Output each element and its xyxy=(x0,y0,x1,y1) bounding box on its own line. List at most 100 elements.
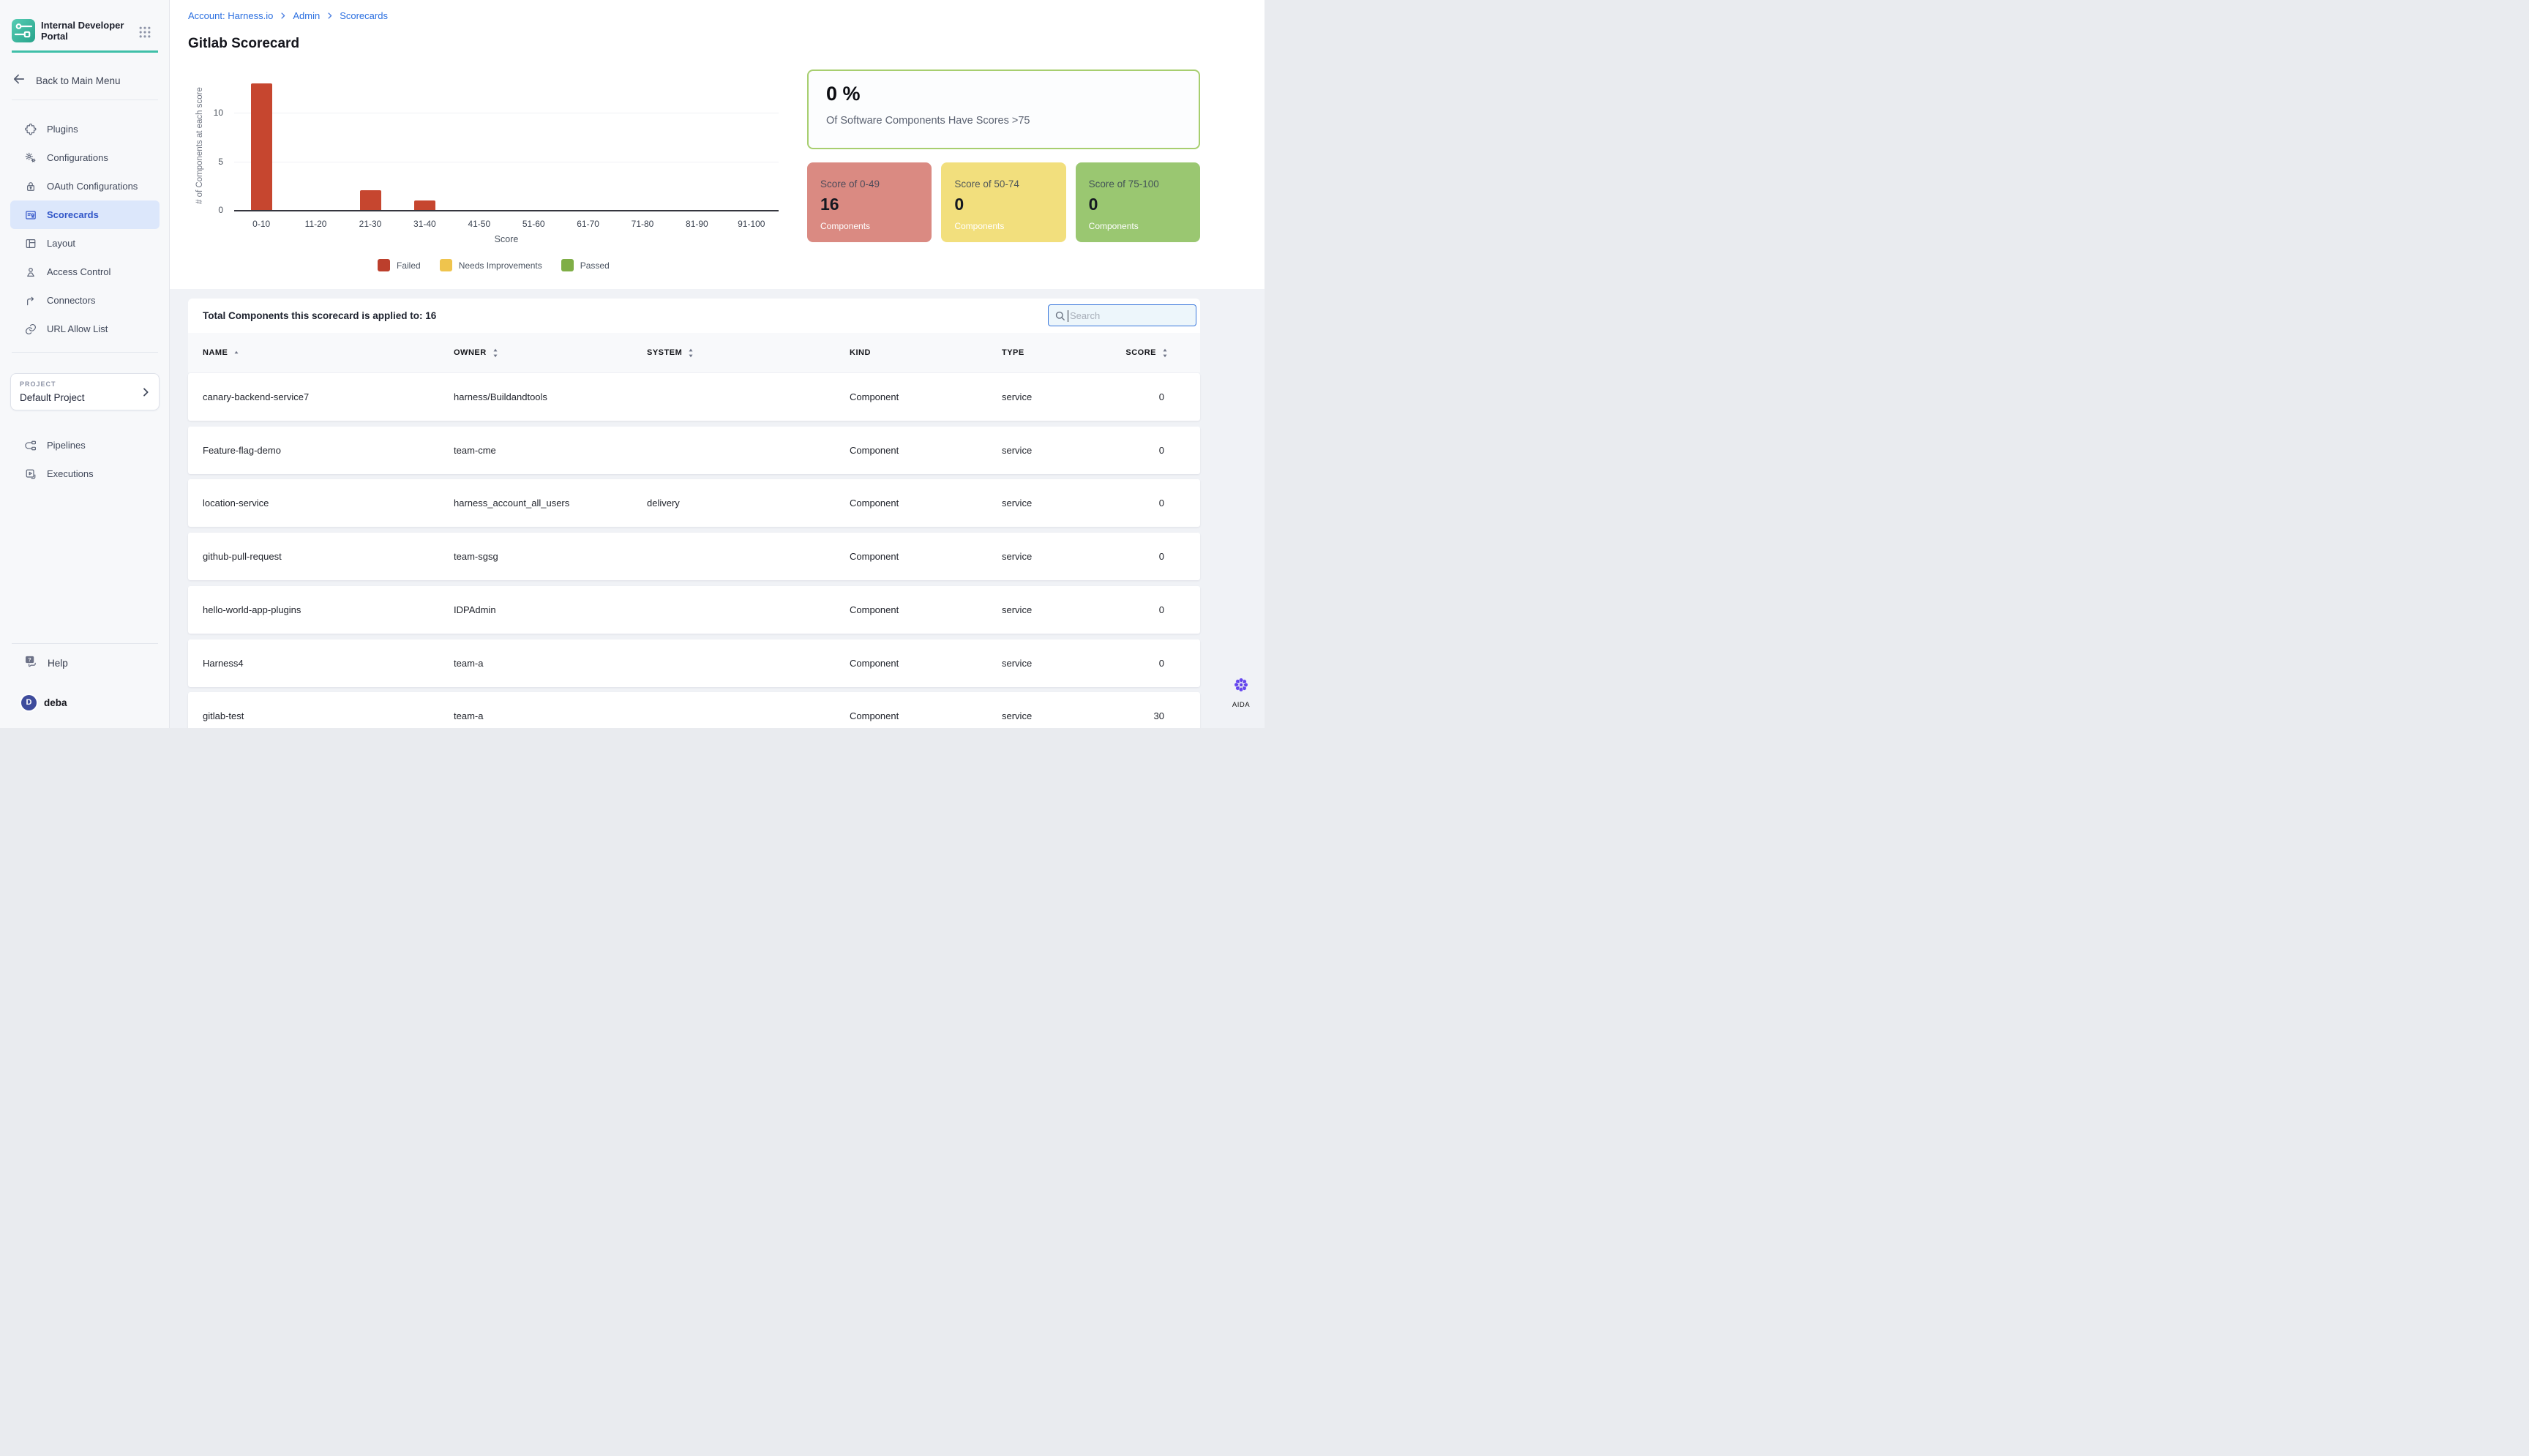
sidebar: Internal Developer Portal Back to Main M… xyxy=(0,0,170,728)
cell-kind: Component xyxy=(850,604,899,615)
table-row-Harness4[interactable]: Harness4 team-a Component service 0 xyxy=(188,639,1200,687)
column-label: NAME xyxy=(203,348,228,357)
brand-title: Internal Developer Portal xyxy=(41,20,124,42)
column-header-type[interactable]: TYPE xyxy=(1002,333,1024,372)
score-range-card: Score of 75-100 0 Components xyxy=(1075,162,1200,242)
brand-underline xyxy=(12,50,158,53)
cell-type: service xyxy=(1002,551,1033,563)
legend-swatch xyxy=(439,259,452,271)
arrow-left-icon xyxy=(12,72,26,90)
cell-score: 0 xyxy=(1158,444,1164,456)
cell-name: Feature-flag-demo xyxy=(203,444,281,456)
user-menu[interactable]: D deba xyxy=(12,694,158,711)
sidebar-item-label: URL Allow List xyxy=(47,323,108,334)
chart-x-tick: 91-100 xyxy=(738,219,765,229)
sidebar-item-oauth-configurations[interactable]: OAuth Configurations xyxy=(10,172,160,200)
cell-system xyxy=(647,427,837,474)
percent-stat-card: 0 % Of Software Components Have Scores >… xyxy=(807,70,1200,149)
sidebar-item-label: Scorecards xyxy=(47,209,99,220)
cell-owner: harness/Buildandtools xyxy=(454,391,547,402)
breadcrumb-chevron-icon xyxy=(326,12,334,20)
sidebar-item-label: Executions xyxy=(47,468,94,479)
column-header-name[interactable]: NAME xyxy=(203,333,240,372)
sidebar-item-executions[interactable]: Executions xyxy=(10,459,160,488)
cell-system xyxy=(647,639,837,687)
sort-icon xyxy=(687,348,694,359)
chart-x-tick: 51-60 xyxy=(522,219,545,229)
table-row-gitlab-test[interactable]: gitlab-test team-a Component service 30 xyxy=(188,692,1200,728)
table-row-canary-backend-service7[interactable]: canary-backend-service7 harness/Buildandt… xyxy=(188,373,1200,421)
page-title: Gitlab Scorecard xyxy=(188,35,300,51)
cell-score: 0 xyxy=(1158,498,1164,509)
sidebar-item-plugins[interactable]: Plugins xyxy=(10,115,160,143)
cell-kind: Component xyxy=(850,657,899,669)
apps-grid-icon[interactable] xyxy=(138,25,152,40)
cell-owner: team-a xyxy=(454,710,484,722)
breadcrumb-chevron-icon xyxy=(279,12,287,20)
sidebar-item-url-allow-list[interactable]: URL Allow List xyxy=(10,315,160,343)
sidebar-item-access-control[interactable]: Access Control xyxy=(10,258,160,286)
breadcrumb-link[interactable]: Account: Harness.io xyxy=(188,10,274,21)
gears-icon xyxy=(24,151,37,165)
sidebar-item-label: OAuth Configurations xyxy=(47,181,138,192)
sidebar-item-pipelines[interactable]: Pipelines xyxy=(10,431,160,459)
sort-icon xyxy=(1161,348,1169,359)
column-label: KIND xyxy=(850,348,871,357)
search-input[interactable] xyxy=(1068,307,1194,325)
project-label: PROJECT xyxy=(20,380,56,388)
search-box xyxy=(1048,304,1196,326)
legend-swatch xyxy=(561,259,574,271)
table-row-hello-world-app-plugins[interactable]: hello-world-app-plugins IDPAdmin Component… xyxy=(188,585,1200,634)
cell-score: 0 xyxy=(1158,604,1164,615)
cell-system xyxy=(647,692,837,728)
aida-label: AIDA xyxy=(1232,701,1251,709)
back-to-main-menu[interactable]: Back to Main Menu xyxy=(12,72,158,89)
column-header-system[interactable]: SYSTEM xyxy=(647,333,694,372)
project-selector[interactable]: PROJECT Default Project xyxy=(10,373,160,410)
user-name: deba xyxy=(44,697,67,708)
cell-score: 0 xyxy=(1158,657,1164,669)
percent-value: 0 % xyxy=(826,83,861,105)
chart-x-axis xyxy=(234,210,779,211)
score-range-label: Score of 0-49 xyxy=(820,179,880,189)
table-row-location-service[interactable]: location-service harness_account_all_user… xyxy=(188,479,1200,528)
column-header-owner[interactable]: OWNER xyxy=(454,333,499,372)
table-row-github-pull-request[interactable]: github-pull-request team-sgsg Component ser… xyxy=(188,533,1200,581)
chart-x-tick: 61-70 xyxy=(577,219,599,229)
legend-item: Passed xyxy=(561,259,610,271)
cell-owner: team-sgsg xyxy=(454,551,498,563)
cell-owner: IDPAdmin xyxy=(454,604,496,615)
cell-owner: harness_account_all_users xyxy=(454,498,570,509)
sidebar-project-nav: Pipelines Executions xyxy=(10,431,160,488)
chart-x-tick: 41-50 xyxy=(468,219,491,229)
chart-bar-31-40 xyxy=(413,200,435,210)
back-label: Back to Main Menu xyxy=(36,75,121,86)
help-button[interactable]: ? Help xyxy=(12,654,158,672)
cell-system: delivery xyxy=(647,498,680,509)
score-range-value: 16 xyxy=(820,195,839,214)
aida-assistant-button[interactable]: AIDA xyxy=(1226,676,1256,709)
sidebar-item-connectors[interactable]: Connectors xyxy=(10,286,160,315)
column-header-kind[interactable]: KIND xyxy=(850,333,871,372)
sidebar-nav: Plugins Configurations OAuth Configurati… xyxy=(10,115,160,343)
sidebar-item-scorecards[interactable]: Scorecards xyxy=(10,200,160,229)
help-chat-icon: ? xyxy=(23,654,39,672)
cell-kind: Component xyxy=(850,498,899,509)
score-range-card: Score of 50-74 0 Components xyxy=(941,162,1066,242)
cell-kind: Component xyxy=(850,551,899,563)
sidebar-item-layout[interactable]: Layout xyxy=(10,229,160,258)
column-header-score[interactable]: SCORE xyxy=(1125,333,1169,372)
idp-logo-icon xyxy=(12,19,35,46)
sidebar-item-configurations[interactable]: Configurations xyxy=(10,143,160,172)
chart-x-tick: 31-40 xyxy=(413,219,436,229)
sort-asc-icon xyxy=(233,349,240,356)
search-icon xyxy=(1055,311,1065,320)
cell-name: canary-backend-service7 xyxy=(203,391,310,402)
table-row-Feature-flag-demo[interactable]: Feature-flag-demo team-cme Component servic… xyxy=(188,426,1200,474)
sidebar-item-label: Plugins xyxy=(47,124,78,135)
chart-y-axis-label: # of Components at each score xyxy=(195,87,204,204)
breadcrumb-link[interactable]: Scorecards xyxy=(340,10,388,21)
breadcrumb-link[interactable]: Admin xyxy=(293,10,321,21)
column-label: TYPE xyxy=(1002,348,1024,357)
legend-label: Failed xyxy=(397,260,421,271)
